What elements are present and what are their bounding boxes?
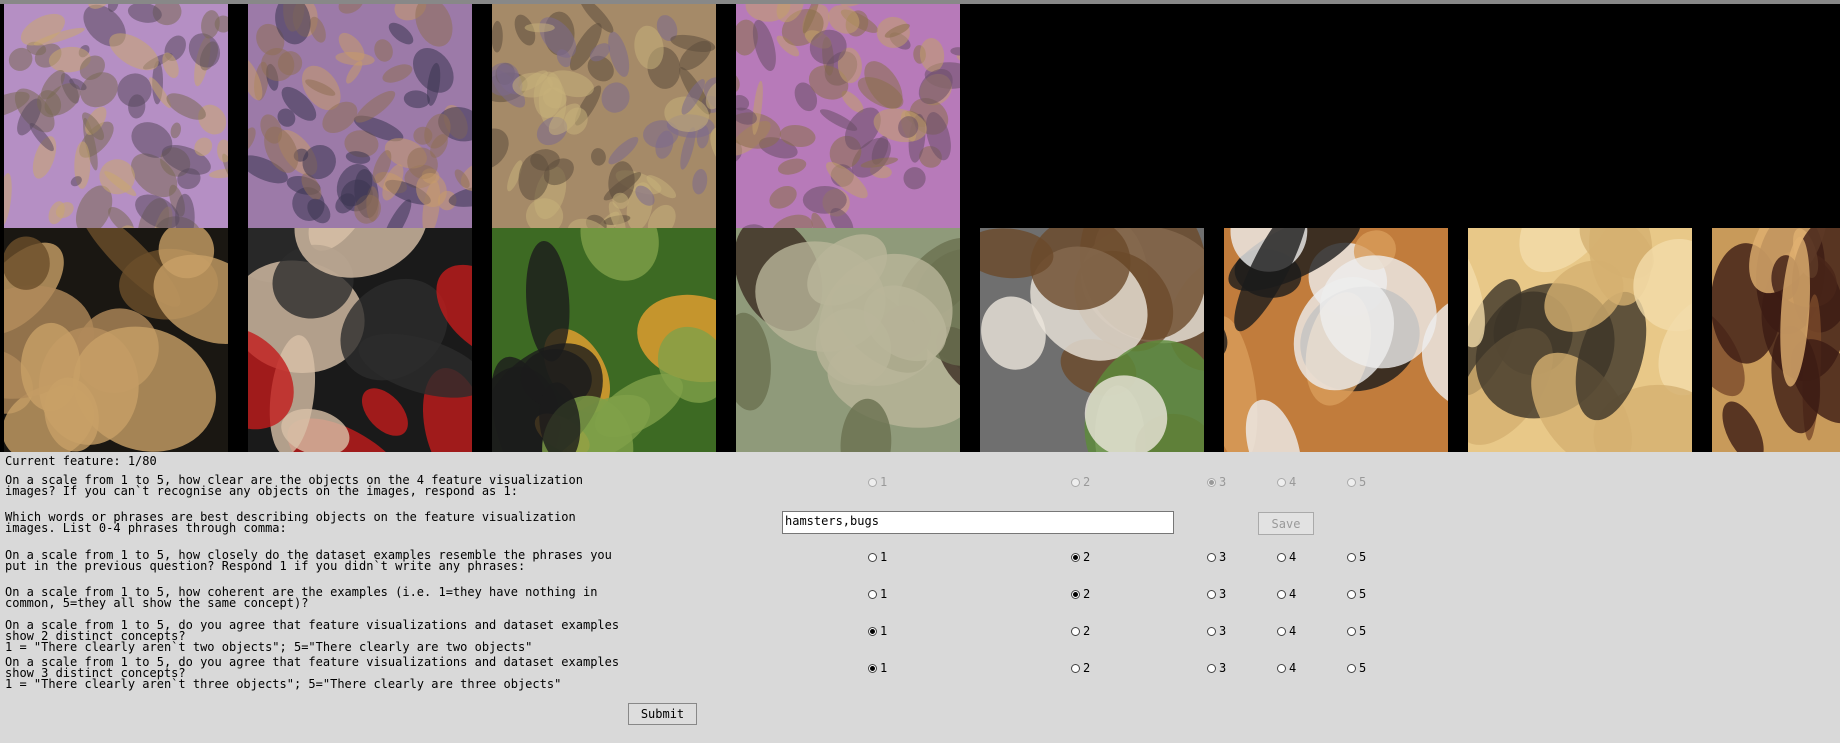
radio-button[interactable]	[868, 626, 877, 636]
question-6-text: On a scale from 1 to 5, do you agree tha…	[5, 655, 620, 691]
question-5-option-2[interactable]: 2	[1071, 624, 1090, 638]
radio-button[interactable]	[1347, 552, 1356, 562]
dataset-example-monarch-butterfly	[492, 228, 716, 452]
question-6-option-5[interactable]: 5	[1347, 661, 1366, 675]
radio-button[interactable]	[1347, 663, 1356, 673]
radio-label: 1	[880, 624, 888, 638]
question-4-option-3[interactable]: 3	[1207, 587, 1226, 601]
radio-label: 4	[1289, 661, 1297, 675]
question-1-option-1[interactable]: 1	[868, 475, 887, 489]
dataset-example-dog-terrier	[4, 228, 228, 452]
dataset-example-royal-guard	[248, 228, 472, 452]
question-5-text: On a scale from 1 to 5, do you agree tha…	[5, 618, 620, 654]
radio-label: 3	[1219, 587, 1227, 601]
question-5-option-3[interactable]: 3	[1207, 624, 1226, 638]
feature-counter: Current feature: 1/80	[5, 454, 157, 468]
radio-button[interactable]	[868, 663, 877, 673]
submit-button[interactable]: Submit	[628, 703, 697, 725]
question-5-option-4[interactable]: 4	[1277, 624, 1296, 638]
question-4-text: On a scale from 1 to 5, how coherent are…	[5, 585, 598, 610]
radio-button[interactable]	[1071, 626, 1080, 636]
radio-label: 4	[1289, 550, 1297, 564]
question-1-option-4[interactable]: 4	[1277, 475, 1296, 489]
radio-button[interactable]	[1071, 477, 1080, 487]
radio-button[interactable]	[1071, 589, 1080, 599]
question-3-option-2[interactable]: 2	[1071, 550, 1090, 564]
radio-button[interactable]	[1207, 552, 1216, 562]
radio-button[interactable]	[1277, 552, 1286, 562]
question-3-option-1[interactable]: 1	[868, 550, 887, 564]
feature-vis-2	[248, 4, 472, 228]
dataset-example-beetle-wood	[1468, 228, 1692, 452]
question-3-option-3[interactable]: 3	[1207, 550, 1226, 564]
radio-button[interactable]	[1207, 663, 1216, 673]
question-6-option-3[interactable]: 3	[1207, 661, 1226, 675]
radio-label: 4	[1289, 587, 1297, 601]
radio-button[interactable]	[868, 477, 877, 487]
question-6-option-1[interactable]: 1	[868, 661, 887, 675]
question-4-option-2[interactable]: 2	[1071, 587, 1090, 601]
radio-label: 2	[1083, 550, 1091, 564]
phrases-input[interactable]: hamsters,bugs	[782, 511, 1174, 534]
radio-label: 3	[1219, 624, 1227, 638]
radio-label: 3	[1219, 475, 1227, 489]
radio-label: 1	[880, 587, 888, 601]
question-6-option-4[interactable]: 4	[1277, 661, 1296, 675]
radio-button[interactable]	[868, 589, 877, 599]
feature-vis-4	[736, 4, 960, 228]
radio-label: 1	[880, 661, 888, 675]
radio-button[interactable]	[1071, 552, 1080, 562]
feature-vis-3	[492, 4, 716, 228]
dataset-example-beetle-orange	[1224, 228, 1448, 452]
question-3-text: On a scale from 1 to 5, how closely do t…	[5, 548, 612, 573]
radio-label: 1	[880, 550, 888, 564]
dataset-example-echidna	[736, 228, 960, 452]
radio-label: 4	[1289, 624, 1297, 638]
question-2-text: Which words or phrases are best describi…	[5, 510, 576, 535]
radio-button[interactable]	[1207, 626, 1216, 636]
radio-button[interactable]	[1277, 589, 1286, 599]
radio-label: 5	[1359, 475, 1367, 489]
question-5-option-5[interactable]: 5	[1347, 624, 1366, 638]
radio-label: 5	[1359, 550, 1367, 564]
radio-label: 1	[880, 475, 888, 489]
radio-label: 2	[1083, 661, 1091, 675]
radio-label: 4	[1289, 475, 1297, 489]
radio-button[interactable]	[1347, 477, 1356, 487]
radio-label: 2	[1083, 475, 1091, 489]
radio-button[interactable]	[1207, 589, 1216, 599]
radio-label: 5	[1359, 624, 1367, 638]
radio-label: 5	[1359, 661, 1367, 675]
question-1-option-3[interactable]: 3	[1207, 475, 1226, 489]
radio-label: 5	[1359, 587, 1367, 601]
image-gallery	[0, 4, 1840, 452]
radio-button[interactable]	[1277, 626, 1286, 636]
radio-button[interactable]	[1071, 663, 1080, 673]
question-1-text: On a scale from 1 to 5, how clear are th…	[5, 473, 583, 498]
question-3-option-5[interactable]: 5	[1347, 550, 1366, 564]
feature-vis-1	[4, 4, 228, 228]
question-6-option-2[interactable]: 2	[1071, 661, 1090, 675]
question-4-option-4[interactable]: 4	[1277, 587, 1296, 601]
radio-button[interactable]	[868, 552, 877, 562]
radio-button[interactable]	[1277, 477, 1286, 487]
radio-label: 3	[1219, 550, 1227, 564]
window-top-border	[0, 0, 1840, 4]
question-4-option-5[interactable]: 5	[1347, 587, 1366, 601]
radio-button[interactable]	[1207, 477, 1216, 487]
save-button[interactable]: Save	[1258, 512, 1314, 535]
dataset-example-beetle-bark	[1712, 228, 1840, 452]
question-1-option-2[interactable]: 2	[1071, 475, 1090, 489]
radio-button[interactable]	[1277, 663, 1286, 673]
radio-button[interactable]	[1347, 589, 1356, 599]
radio-button[interactable]	[1347, 626, 1356, 636]
dataset-example-dogs-yorkie	[980, 228, 1204, 452]
question-4-option-1[interactable]: 1	[868, 587, 887, 601]
radio-label: 2	[1083, 624, 1091, 638]
question-1-option-5[interactable]: 5	[1347, 475, 1366, 489]
radio-label: 2	[1083, 587, 1091, 601]
question-5-option-1[interactable]: 1	[868, 624, 887, 638]
radio-label: 3	[1219, 661, 1227, 675]
question-3-option-4[interactable]: 4	[1277, 550, 1296, 564]
